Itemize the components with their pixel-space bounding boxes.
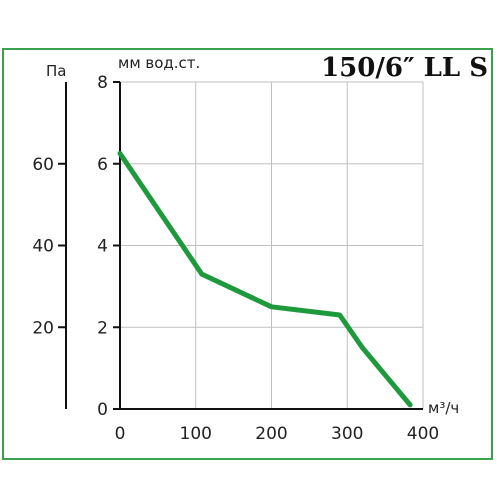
x-axis-label: м³/ч <box>428 399 459 417</box>
grid <box>120 81 424 409</box>
chart-title: 150/6″ LL S <box>321 53 488 83</box>
y-tick-label: 0 <box>97 400 108 420</box>
pa-axis-label: Па <box>46 62 66 80</box>
chart-frame <box>2 48 493 460</box>
y-tick-label: 8 <box>97 73 108 93</box>
tick-labels: 0 100 200 300 400 0 2 4 6 8 20 40 60 <box>32 73 439 444</box>
x-tick-label: 100 <box>180 424 212 444</box>
pa-tick-label: 20 <box>32 318 54 338</box>
x-tick-label: 400 <box>407 424 439 444</box>
pressure-curve <box>117 151 413 408</box>
x-tick-label: 0 <box>115 424 126 444</box>
pa-tick-label: 40 <box>32 237 54 257</box>
y-tick-label: 6 <box>97 155 108 175</box>
y-axis-label: мм вод.ст. <box>118 54 200 72</box>
pa-tick-label: 60 <box>32 155 54 175</box>
x-tick-label: 200 <box>255 424 287 444</box>
x-tick-label: 300 <box>331 424 363 444</box>
y-tick-label: 4 <box>97 237 108 257</box>
y-tick-label: 2 <box>97 318 108 338</box>
